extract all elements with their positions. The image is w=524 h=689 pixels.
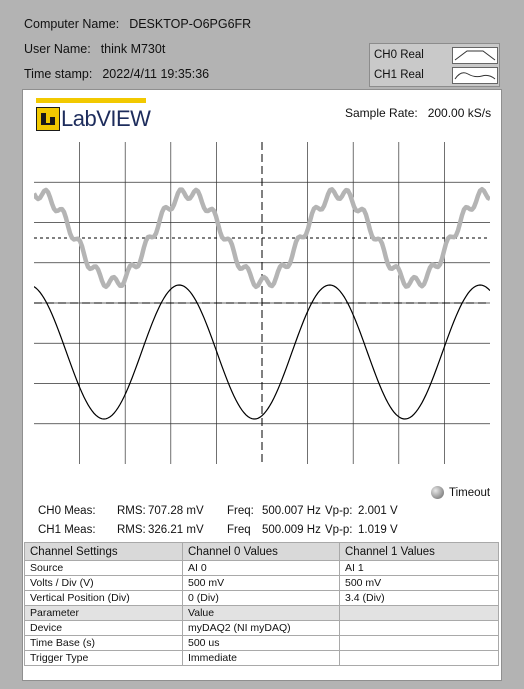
ch0-rms-value: 707.28 mV: [148, 505, 204, 517]
ch1-freq-value: 500.009 Hz: [262, 524, 321, 536]
user-name-value: think M730t: [100, 42, 166, 56]
labview-logo: LabVIEW: [36, 98, 151, 132]
ch0-value: AI 0: [182, 560, 340, 576]
header-channel-1: Channel 1 Values: [339, 542, 499, 561]
ch1-rms-label: RMS:: [117, 524, 146, 536]
header-empty: [339, 605, 499, 621]
param-value: 500 us: [182, 635, 340, 651]
ch1-waveform: [34, 284, 490, 420]
legend-ch0-label: CH0 Real: [374, 49, 424, 61]
legend-ch1-swatch[interactable]: [452, 67, 498, 84]
param-label: Trigger Type: [24, 650, 183, 666]
parameter-header-row: Parameter Value: [24, 605, 499, 621]
ch1-measurements: CH1 Meas: RMS: 326.21 mV Freq 500.009 Hz…: [38, 524, 398, 536]
ch0-rms-label: RMS:: [117, 505, 146, 517]
timestamp-value: 2022/4/11 19:35:36: [102, 67, 210, 81]
ch0-freq-value: 500.007 Hz: [262, 505, 321, 517]
ch0-vpp-value: 2.001 V: [358, 505, 398, 517]
param-value: myDAQ2 (NI myDAQ): [182, 620, 340, 636]
ch0-freq-label: Freq:: [227, 505, 254, 517]
timeout-led-icon: [431, 486, 444, 499]
ch0-value: 0 (Div): [182, 590, 340, 606]
graph-grid: [34, 142, 490, 464]
ch1-rms-value: 326.21 mV: [148, 524, 204, 536]
channel-settings-table: Channel Settings Channel 0 Values Channe…: [24, 542, 499, 666]
computer-name-row: Computer Name: DESKTOP-O6PG6FR: [24, 17, 251, 31]
param-label: Time Base (s): [24, 635, 183, 651]
ch1-meas-label: CH1 Meas:: [38, 524, 96, 536]
user-name-label: User Name:: [24, 42, 91, 56]
ch1-vpp-label: Vp-p:: [325, 524, 353, 536]
timestamp-label: Time stamp:: [24, 67, 93, 81]
computer-name-value: DESKTOP-O6PG6FR: [129, 17, 252, 31]
legend-ch1-label: CH1 Real: [374, 69, 424, 81]
ch1-freq-label: Freq: [227, 524, 251, 536]
ch0-value: 500 mV: [182, 575, 340, 591]
header-channel-0: Channel 0 Values: [182, 542, 340, 561]
user-name-row: User Name: think M730t: [24, 42, 165, 56]
sample-rate-value: 200.00 kS/s: [427, 106, 492, 120]
computer-name-label: Computer Name:: [24, 17, 120, 31]
labview-logo-icon: [36, 107, 60, 131]
sample-rate: Sample Rate: 200.00 kS/s: [345, 106, 491, 120]
param-empty: [339, 635, 499, 651]
table-row: Device myDAQ2 (NI myDAQ): [24, 620, 499, 636]
header-value: Value: [182, 605, 340, 621]
row-label: Volts / Div (V): [24, 575, 183, 591]
ch1-value: AI 1: [339, 560, 499, 576]
table-row: Source AI 0 AI 1: [24, 560, 499, 576]
param-value: Immediate: [182, 650, 340, 666]
param-label: Device: [24, 620, 183, 636]
ch1-vpp-value: 1.019 V: [358, 524, 398, 536]
table-row: Trigger Type Immediate: [24, 650, 499, 666]
legend-ch0-swatch[interactable]: [452, 47, 498, 64]
ch0-vpp-label: Vp-p:: [325, 505, 353, 517]
table-row: Volts / Div (V) 500 mV 500 mV: [24, 575, 499, 591]
sample-rate-label: Sample Rate:: [345, 106, 418, 120]
timestamp-row: Time stamp: 2022/4/11 19:35:36: [24, 67, 209, 81]
header-channel-settings: Channel Settings: [24, 542, 183, 561]
timeout-label: Timeout: [449, 487, 491, 499]
settings-header-row: Channel Settings Channel 0 Values Channe…: [24, 542, 499, 561]
waveform-graph[interactable]: [34, 134, 490, 474]
ch1-value: 3.4 (Div): [339, 590, 499, 606]
ch0-meas-label: CH0 Meas:: [38, 505, 96, 517]
param-empty: [339, 620, 499, 636]
table-row: Time Base (s) 500 us: [24, 635, 499, 651]
timeout-indicator: Timeout: [431, 486, 490, 499]
param-empty: [339, 650, 499, 666]
ch1-value: 500 mV: [339, 575, 499, 591]
logo-bar: [36, 98, 146, 103]
ch0-waveform: [34, 186, 490, 290]
header-parameter: Parameter: [24, 605, 183, 621]
table-row: Vertical Position (Div) 0 (Div) 3.4 (Div…: [24, 590, 499, 606]
labview-logo-text: LabVIEW: [61, 106, 151, 131]
ch0-measurements: CH0 Meas: RMS: 707.28 mV Freq: 500.007 H…: [38, 505, 398, 517]
row-label: Vertical Position (Div): [24, 590, 183, 606]
row-label: Source: [24, 560, 183, 576]
oscilloscope-panel: LabVIEW Sample Rate: 200.00 kS/s Timeout …: [22, 89, 502, 681]
plot-legend[interactable]: CH0 Real CH1 Real: [369, 43, 500, 87]
